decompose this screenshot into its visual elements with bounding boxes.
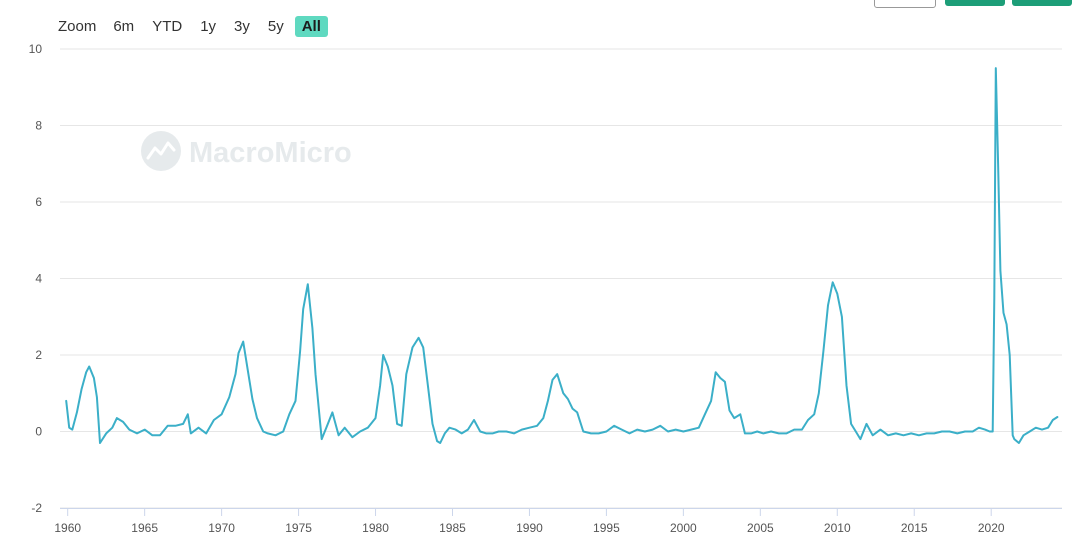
y-tick-label: 6 [35, 195, 42, 209]
x-tick-label: 1960 [54, 521, 81, 535]
x-tick-label: 1970 [208, 521, 235, 535]
zoom-label: Zoom [58, 17, 97, 35]
zoom-button-all[interactable]: All [294, 15, 328, 37]
x-tick-label: 1980 [362, 521, 389, 535]
logo-zigzag [146, 141, 176, 160]
zoom-button-5y[interactable]: 5y [267, 17, 284, 35]
top-button-2[interactable] [945, 0, 1005, 6]
x-tick-label: 2000 [670, 521, 697, 535]
zoom-button-1y[interactable]: 1y [200, 17, 217, 35]
x-tick-label: 1985 [439, 521, 466, 535]
macromicro-logo-icon [141, 131, 181, 171]
series-line-0 [65, 67, 1059, 444]
y-tick-label: -2 [31, 501, 42, 515]
top-button-1[interactable] [874, 0, 936, 8]
x-tick-label: 2015 [901, 521, 928, 535]
y-tick-label: 2 [35, 348, 42, 362]
x-tick-label: 1995 [593, 521, 620, 535]
y-tick-label: 10 [29, 42, 43, 56]
x-tick-label: 1975 [285, 521, 312, 535]
y-tick-label: 8 [35, 119, 42, 133]
x-tick-label: 1965 [131, 521, 158, 535]
top-button-3[interactable] [1012, 0, 1072, 6]
x-tick-label: 2010 [824, 521, 851, 535]
grid-lines [60, 48, 1062, 509]
x-tick-label: 2020 [978, 521, 1005, 535]
x-tick-label: 2005 [747, 521, 774, 535]
y-tick-label: 0 [35, 425, 42, 439]
axes: -2 0 2 4 6 8 10 1960 1965 1970 1975 1980 1985 1990 199… [29, 42, 1062, 535]
watermark: MacroMicro [141, 131, 352, 171]
zoom-bar: Zoom 6m YTD 1y 3y 5y All [58, 14, 332, 38]
zoom-button-3y[interactable]: 3y [234, 17, 250, 35]
series-layer [65, 67, 1059, 444]
zoom-button-ytd[interactable]: YTD [152, 17, 183, 35]
watermark-text: MacroMicro [189, 137, 352, 169]
y-tick-label: 4 [35, 272, 42, 286]
zoom-button-6m[interactable]: 6m [113, 17, 135, 35]
x-tick-label: 1990 [516, 521, 543, 535]
